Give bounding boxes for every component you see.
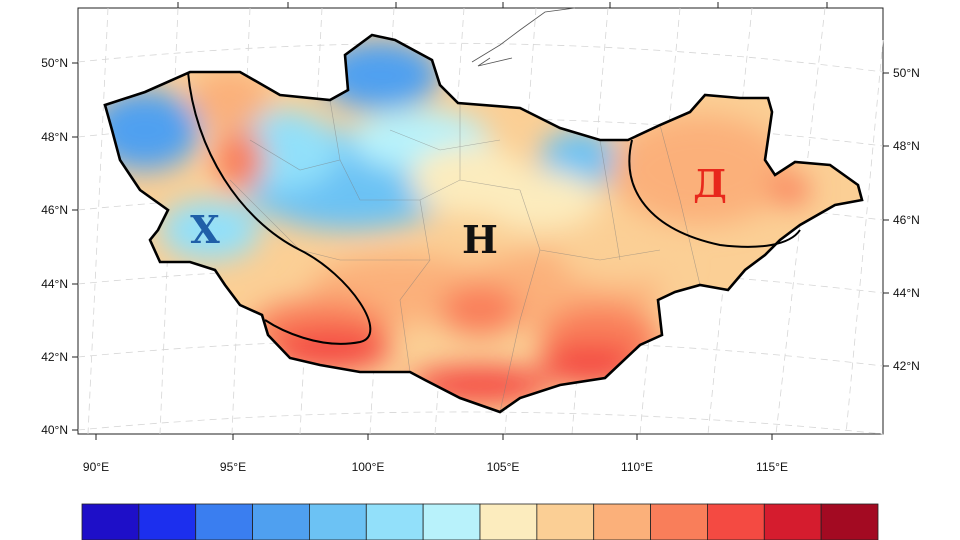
lat-label-left: 46°N	[41, 203, 68, 217]
colorbar-swatch	[252, 503, 310, 540]
lon-label: 95°E	[220, 460, 246, 474]
region-label-central: Н	[462, 217, 498, 262]
colorbar-swatch	[650, 503, 708, 540]
lat-label-right: 48°N	[893, 139, 920, 153]
colorbar-swatch	[81, 503, 140, 540]
colorbar	[81, 503, 879, 540]
colorbar-swatch	[479, 503, 538, 540]
colorbar-swatch	[536, 503, 595, 540]
western-region-boundary	[187, 71, 372, 345]
region-label-west: Х	[190, 207, 220, 252]
colorbar-swatch	[593, 503, 651, 540]
region-label-east: Д	[693, 161, 727, 206]
colorbar-swatch	[763, 503, 822, 540]
province-boundaries	[229, 99, 701, 412]
lon-label: 110°E	[621, 460, 653, 474]
colorbar-swatch	[309, 503, 367, 540]
lon-label: 100°E	[352, 460, 385, 474]
lat-label-left: 42°N	[41, 350, 68, 364]
colorbar-swatch	[820, 503, 879, 540]
colorbar-swatch	[138, 503, 197, 540]
lon-label: 90°E	[83, 460, 109, 474]
lat-label-right: 50°N	[893, 66, 920, 80]
lat-label-left: 48°N	[41, 130, 68, 144]
colorbar-swatch	[195, 503, 253, 540]
lon-label: 105°E	[487, 460, 520, 474]
colorbar-swatch	[422, 503, 481, 540]
lat-label-left: 40°N	[41, 423, 68, 437]
lat-label-right: 42°N	[893, 359, 920, 373]
tick-marks	[72, 2, 889, 440]
lat-label-left: 44°N	[41, 277, 68, 291]
lon-label: 115°E	[756, 460, 788, 474]
colorbar-swatch	[707, 503, 765, 540]
lat-label-right: 46°N	[893, 213, 920, 227]
lat-label-left: 50°N	[41, 56, 68, 70]
neighbor-border	[471, 7, 576, 67]
colorbar-swatch	[365, 503, 424, 540]
lat-label-right: 44°N	[893, 286, 920, 300]
eastern-region-boundary	[628, 139, 801, 248]
